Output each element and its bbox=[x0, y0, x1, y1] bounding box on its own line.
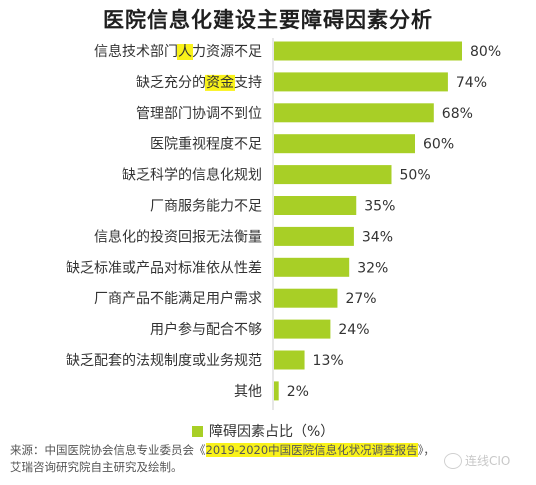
legend-swatch bbox=[192, 425, 203, 437]
bar-6 bbox=[274, 196, 357, 215]
value-label-8: 32% bbox=[357, 260, 388, 276]
bar-8 bbox=[274, 257, 350, 277]
legend-label: 障碍因素占比（%） bbox=[209, 424, 335, 440]
wechat-icon bbox=[444, 452, 462, 469]
category-label-8: 缺乏标准或产品对标准依从性差 bbox=[66, 260, 262, 276]
category-label-6: 厂商服务能力不足 bbox=[150, 199, 262, 215]
bar-2 bbox=[274, 72, 448, 92]
category-label-10: 用户参与配合不够 bbox=[150, 321, 262, 338]
legend: 障碍因素占比（%） bbox=[192, 421, 334, 441]
bar-12 bbox=[274, 381, 279, 401]
watermark-text: 连线CIO bbox=[465, 454, 511, 468]
source-report-title: 2019-2020中国医院信息化状况调查报告 bbox=[205, 443, 418, 457]
value-label-5: 50% bbox=[400, 168, 431, 184]
source-note: 来源：中国医院协会信息专业委员会《2019-2020中国医院信息化状况调查报告》… bbox=[10, 442, 440, 476]
value-label-7: 34% bbox=[362, 229, 393, 245]
bar-chart: 信息技术部门人力资源不足 80% 缺乏充分的资金支持 74% 管理部门协调不到位 68% 医… bbox=[66, 38, 501, 410]
category-label-9: 厂商产品不能满足用户需求 bbox=[94, 290, 262, 307]
category-label-7: 信息化的投资回报无法衡量 bbox=[94, 228, 262, 245]
source-suffix: 》，艾瑞咨询研究院自主研究及绘制。 bbox=[10, 443, 435, 474]
bar-3 bbox=[274, 103, 434, 123]
value-label-3: 68% bbox=[442, 106, 473, 122]
bar-4 bbox=[274, 134, 415, 154]
bar-9 bbox=[274, 288, 338, 308]
value-label-12: 2% bbox=[287, 384, 309, 400]
category-label-3: 管理部门协调不到位 bbox=[136, 106, 262, 122]
value-label-2: 74% bbox=[456, 75, 487, 91]
watermark: 连线CIO bbox=[444, 452, 510, 469]
category-label-11: 缺乏配套的法规制度或业务规范 bbox=[66, 352, 262, 369]
value-label-1: 80% bbox=[470, 44, 501, 60]
value-label-4: 60% bbox=[423, 137, 454, 153]
value-label-10: 24% bbox=[338, 322, 369, 338]
bar-5 bbox=[274, 165, 392, 185]
value-label-6: 35% bbox=[364, 199, 395, 215]
bar-7 bbox=[274, 226, 354, 246]
category-label-5: 缺乏科学的信息化规划 bbox=[122, 167, 262, 184]
chart-title: 医院信息化建设主要障碍因素分析 bbox=[103, 8, 433, 32]
bar-11 bbox=[274, 350, 305, 370]
source-prefix: 来源：中国医院协会信息专业委员会《 bbox=[10, 443, 206, 457]
category-label-1: 信息技术部门人力资源不足 bbox=[94, 43, 262, 60]
category-label-2: 缺乏充分的资金支持 bbox=[136, 75, 262, 91]
bar-10 bbox=[274, 319, 331, 339]
bar-1 bbox=[274, 41, 462, 61]
value-label-9: 27% bbox=[345, 291, 376, 307]
category-label-4: 医院重视程度不足 bbox=[150, 137, 262, 153]
label-highlight bbox=[205, 74, 235, 91]
category-label-12: 其他 bbox=[234, 384, 262, 400]
value-label-11: 13% bbox=[313, 353, 344, 369]
label-highlight bbox=[177, 44, 193, 60]
